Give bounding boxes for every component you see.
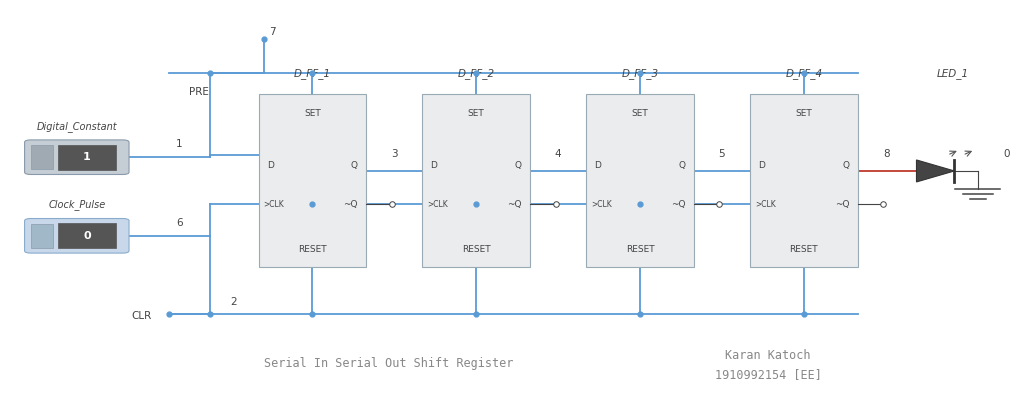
Bar	[31, 145, 53, 169]
Text: SET: SET	[468, 110, 484, 118]
Text: Digital_Constant: Digital_Constant	[37, 121, 117, 132]
Text: >CLK: >CLK	[264, 200, 285, 209]
Text: >CLK: >CLK	[592, 200, 612, 209]
Bar	[31, 224, 53, 248]
Text: D_FF_3: D_FF_3	[622, 68, 658, 79]
Text: PRE: PRE	[189, 87, 209, 97]
Text: D_FF_2: D_FF_2	[458, 68, 495, 79]
Text: SET: SET	[304, 110, 321, 118]
Text: ~Q: ~Q	[343, 200, 358, 209]
Text: ~Q: ~Q	[835, 200, 850, 209]
Text: >CLK: >CLK	[756, 200, 776, 209]
Text: 4: 4	[555, 149, 561, 159]
FancyBboxPatch shape	[25, 140, 129, 174]
Polygon shape	[916, 160, 954, 182]
Text: RESET: RESET	[462, 245, 490, 254]
Text: Clock_Pulse: Clock_Pulse	[48, 199, 105, 210]
Bar	[58, 145, 116, 170]
Text: 3: 3	[391, 149, 397, 159]
Text: RESET: RESET	[790, 245, 818, 254]
Text: RESET: RESET	[626, 245, 654, 254]
Text: ~Q: ~Q	[671, 200, 686, 209]
Text: 8: 8	[884, 149, 890, 159]
Text: >CLK: >CLK	[428, 200, 449, 209]
Bar	[258, 94, 367, 267]
Text: 1: 1	[83, 152, 91, 162]
Text: RESET: RESET	[298, 245, 327, 254]
FancyBboxPatch shape	[25, 219, 129, 253]
Text: 6: 6	[176, 218, 182, 228]
Text: 2: 2	[230, 297, 237, 307]
Text: Q: Q	[843, 161, 850, 169]
Text: Q: Q	[515, 161, 522, 169]
Text: CLR: CLR	[131, 311, 152, 321]
Text: 1910992154 [EE]: 1910992154 [EE]	[715, 367, 821, 381]
Text: 0: 0	[1004, 149, 1010, 159]
Text: Q: Q	[351, 161, 358, 169]
Text: 1: 1	[176, 140, 182, 149]
Text: D: D	[431, 161, 437, 169]
Text: D: D	[594, 161, 601, 169]
Bar	[586, 94, 694, 267]
Text: 7: 7	[269, 28, 275, 37]
Text: D_FF_1: D_FF_1	[294, 68, 331, 79]
Text: D: D	[266, 161, 273, 169]
Text: SET: SET	[796, 110, 812, 118]
Text: SET: SET	[632, 110, 648, 118]
Text: D_FF_4: D_FF_4	[785, 68, 822, 79]
Text: D: D	[758, 161, 765, 169]
Bar	[423, 94, 530, 267]
Text: Serial In Serial Out Shift Register: Serial In Serial Out Shift Register	[264, 357, 514, 370]
Text: Karan Katoch: Karan Katoch	[725, 349, 811, 362]
Text: 0: 0	[83, 231, 91, 241]
Text: LED_1: LED_1	[937, 68, 969, 79]
Bar	[58, 223, 116, 248]
Bar	[750, 94, 858, 267]
Text: Q: Q	[679, 161, 686, 169]
Text: ~Q: ~Q	[507, 200, 522, 209]
Text: 5: 5	[719, 149, 725, 159]
